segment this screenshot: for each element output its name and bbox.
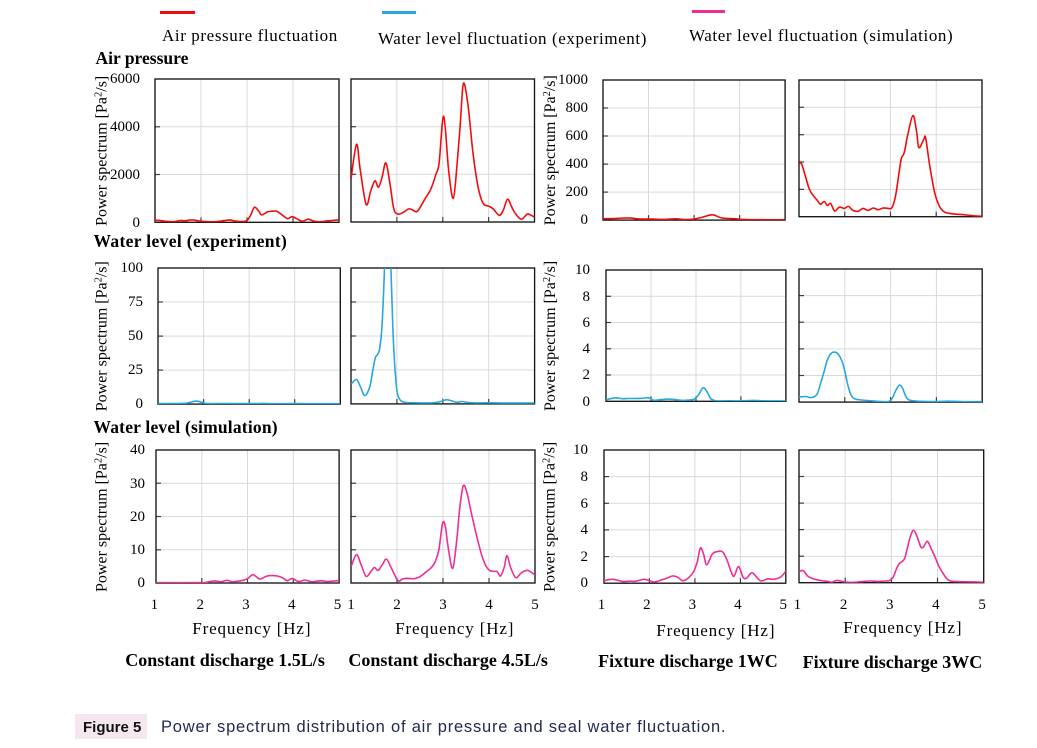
svg-text:Power spectrum [Pa2/s]: Power spectrum [Pa2/s] bbox=[94, 76, 111, 226]
svg-text:Power spectrum [Pa2/s]: Power spectrum [Pa2/s] bbox=[542, 442, 559, 592]
svg-text:Power spectrum [Pa2/s]: Power spectrum [Pa2/s] bbox=[94, 442, 111, 592]
svg-text:Power spectrum [Pa2/s]: Power spectrum [Pa2/s] bbox=[542, 75, 559, 225]
svg-text:Power spectrum [Pa2/s]: Power spectrum [Pa2/s] bbox=[542, 261, 559, 411]
svg-text:Power spectrum [Pa2/s]: Power spectrum [Pa2/s] bbox=[94, 261, 111, 411]
